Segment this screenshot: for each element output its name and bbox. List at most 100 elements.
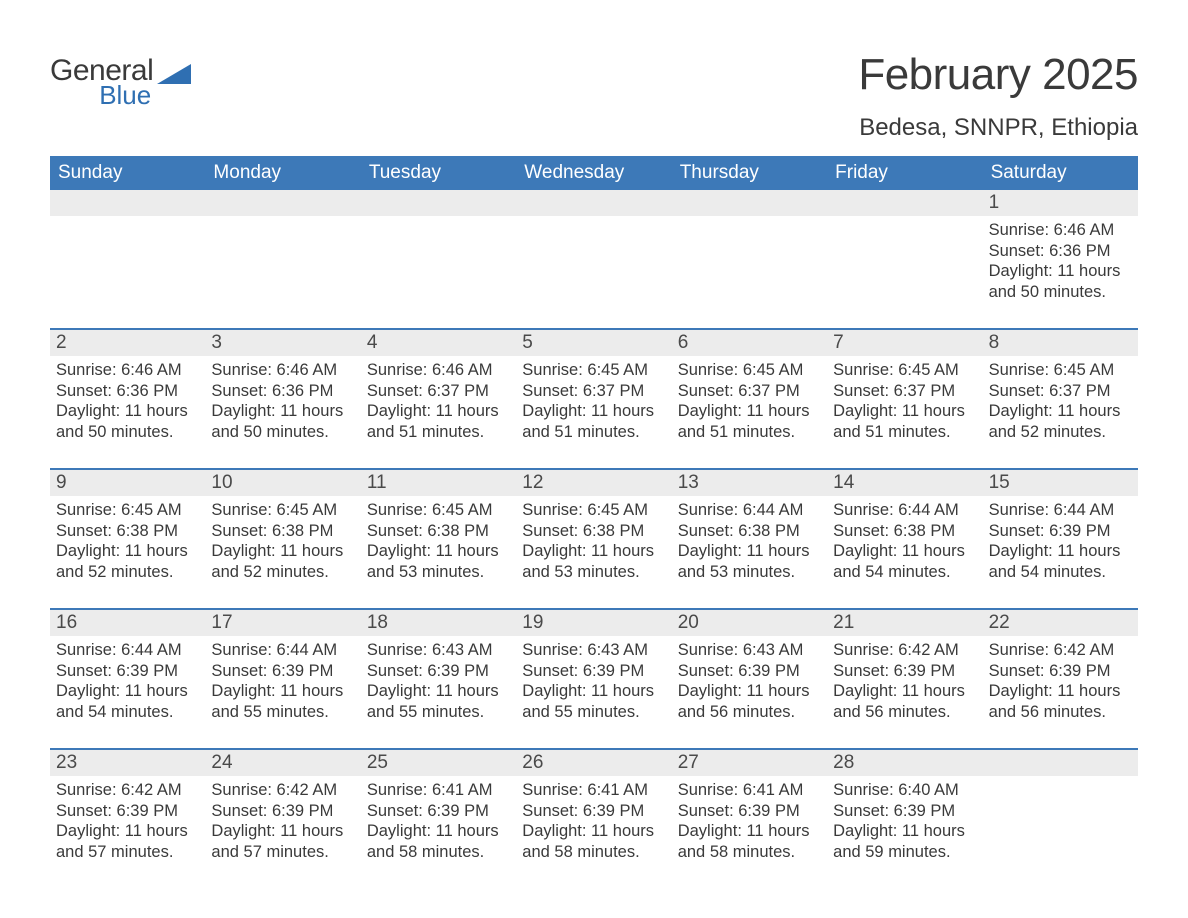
day-cell: [361, 216, 516, 312]
daylight1-text: Daylight: 11 hours: [211, 541, 354, 562]
daylight2-text: and 50 minutes.: [211, 422, 354, 443]
weekday-header: Sunday: [50, 156, 205, 190]
sunrise-text: Sunrise: 6:46 AM: [211, 360, 354, 381]
location-subtitle: Bedesa, SNNPR, Ethiopia: [858, 114, 1138, 142]
day-number: 8: [983, 330, 1138, 356]
daylight1-text: Daylight: 11 hours: [367, 681, 510, 702]
weekday-header: Monday: [205, 156, 360, 190]
day-cell: Sunrise: 6:42 AMSunset: 6:39 PMDaylight:…: [205, 776, 360, 872]
weeks-container: 1Sunrise: 6:46 AMSunset: 6:36 PMDaylight…: [50, 190, 1138, 872]
sunset-text: Sunset: 6:39 PM: [989, 521, 1132, 542]
sunset-text: Sunset: 6:39 PM: [56, 661, 199, 682]
day-cell: [516, 216, 671, 312]
day-cell: [50, 216, 205, 312]
calendar-week-row: 1Sunrise: 6:46 AMSunset: 6:36 PMDaylight…: [50, 190, 1138, 312]
day-cell: Sunrise: 6:46 AMSunset: 6:37 PMDaylight:…: [361, 356, 516, 452]
sunset-text: Sunset: 6:39 PM: [367, 661, 510, 682]
day-cell: Sunrise: 6:45 AMSunset: 6:37 PMDaylight:…: [983, 356, 1138, 452]
daylight1-text: Daylight: 11 hours: [522, 401, 665, 422]
sunrise-text: Sunrise: 6:43 AM: [678, 640, 821, 661]
day-number: 14: [827, 470, 982, 496]
sunrise-text: Sunrise: 6:42 AM: [211, 780, 354, 801]
daylight1-text: Daylight: 11 hours: [678, 401, 821, 422]
day-cell: Sunrise: 6:42 AMSunset: 6:39 PMDaylight:…: [827, 636, 982, 732]
sunset-text: Sunset: 6:39 PM: [989, 661, 1132, 682]
day-number: 15: [983, 470, 1138, 496]
daylight1-text: Daylight: 11 hours: [522, 541, 665, 562]
sunset-text: Sunset: 6:39 PM: [833, 801, 976, 822]
daylight1-text: Daylight: 11 hours: [989, 541, 1132, 562]
sunrise-text: Sunrise: 6:41 AM: [522, 780, 665, 801]
sunset-text: Sunset: 6:37 PM: [989, 381, 1132, 402]
daylight2-text: and 56 minutes.: [989, 702, 1132, 723]
sunrise-text: Sunrise: 6:45 AM: [833, 360, 976, 381]
day-cell: Sunrise: 6:45 AMSunset: 6:37 PMDaylight:…: [672, 356, 827, 452]
day-cell: Sunrise: 6:43 AMSunset: 6:39 PMDaylight:…: [672, 636, 827, 732]
sunrise-text: Sunrise: 6:42 AM: [56, 780, 199, 801]
day-number: 17: [205, 610, 360, 636]
day-cell: [205, 216, 360, 312]
sunrise-text: Sunrise: 6:46 AM: [56, 360, 199, 381]
sunset-text: Sunset: 6:39 PM: [367, 801, 510, 822]
calendar-week-row: 9101112131415Sunrise: 6:45 AMSunset: 6:3…: [50, 468, 1138, 592]
day-cell: Sunrise: 6:41 AMSunset: 6:39 PMDaylight:…: [516, 776, 671, 872]
weekday-header: Friday: [827, 156, 982, 190]
day-cell: [827, 216, 982, 312]
daylight2-text: and 52 minutes.: [56, 562, 199, 583]
day-number-row: 2345678: [50, 330, 1138, 356]
day-number: 23: [50, 750, 205, 776]
sunset-text: Sunset: 6:37 PM: [367, 381, 510, 402]
day-number: 28: [827, 750, 982, 776]
sunrise-text: Sunrise: 6:45 AM: [522, 500, 665, 521]
brand-logo: General Blue: [50, 50, 191, 108]
sunset-text: Sunset: 6:39 PM: [678, 661, 821, 682]
sunrise-text: Sunrise: 6:41 AM: [678, 780, 821, 801]
day-cell: Sunrise: 6:44 AMSunset: 6:38 PMDaylight:…: [827, 496, 982, 592]
sunset-text: Sunset: 6:39 PM: [211, 801, 354, 822]
daylight1-text: Daylight: 11 hours: [833, 821, 976, 842]
logo-triangle-icon: [157, 62, 191, 91]
sunset-text: Sunset: 6:37 PM: [833, 381, 976, 402]
daylight1-text: Daylight: 11 hours: [678, 681, 821, 702]
sunrise-text: Sunrise: 6:44 AM: [56, 640, 199, 661]
daylight2-text: and 55 minutes.: [211, 702, 354, 723]
daylight2-text: and 50 minutes.: [989, 282, 1132, 303]
sunrise-text: Sunrise: 6:42 AM: [989, 640, 1132, 661]
daylight2-text: and 54 minutes.: [989, 562, 1132, 583]
sunset-text: Sunset: 6:38 PM: [56, 521, 199, 542]
day-number: 3: [205, 330, 360, 356]
day-cell: Sunrise: 6:45 AMSunset: 6:38 PMDaylight:…: [50, 496, 205, 592]
day-cell: Sunrise: 6:40 AMSunset: 6:39 PMDaylight:…: [827, 776, 982, 872]
daylight2-text: and 57 minutes.: [56, 842, 199, 863]
day-number: [672, 190, 827, 216]
day-number: [827, 190, 982, 216]
sunset-text: Sunset: 6:39 PM: [522, 801, 665, 822]
daylight2-text: and 58 minutes.: [367, 842, 510, 863]
header: General Blue February 2025 Bedesa, SNNPR…: [50, 50, 1138, 142]
daylight1-text: Daylight: 11 hours: [833, 541, 976, 562]
day-number: 11: [361, 470, 516, 496]
daylight2-text: and 51 minutes.: [678, 422, 821, 443]
day-number: [516, 190, 671, 216]
sunset-text: Sunset: 6:38 PM: [678, 521, 821, 542]
calendar-week-row: 2345678Sunrise: 6:46 AMSunset: 6:36 PMDa…: [50, 328, 1138, 452]
sunset-text: Sunset: 6:36 PM: [56, 381, 199, 402]
day-number: 5: [516, 330, 671, 356]
logo-text: General Blue: [50, 56, 153, 108]
day-cell: Sunrise: 6:46 AMSunset: 6:36 PMDaylight:…: [50, 356, 205, 452]
daylight2-text: and 54 minutes.: [833, 562, 976, 583]
sunrise-text: Sunrise: 6:40 AM: [833, 780, 976, 801]
daylight2-text: and 55 minutes.: [522, 702, 665, 723]
sunset-text: Sunset: 6:38 PM: [367, 521, 510, 542]
day-cell: Sunrise: 6:45 AMSunset: 6:38 PMDaylight:…: [205, 496, 360, 592]
daylight1-text: Daylight: 11 hours: [989, 261, 1132, 282]
sunset-text: Sunset: 6:37 PM: [522, 381, 665, 402]
daylight1-text: Daylight: 11 hours: [211, 681, 354, 702]
day-number: 20: [672, 610, 827, 636]
daylight1-text: Daylight: 11 hours: [367, 401, 510, 422]
day-cell: Sunrise: 6:44 AMSunset: 6:39 PMDaylight:…: [205, 636, 360, 732]
day-cell: Sunrise: 6:45 AMSunset: 6:38 PMDaylight:…: [361, 496, 516, 592]
sunrise-text: Sunrise: 6:41 AM: [367, 780, 510, 801]
daylight1-text: Daylight: 11 hours: [522, 821, 665, 842]
day-cell: [672, 216, 827, 312]
